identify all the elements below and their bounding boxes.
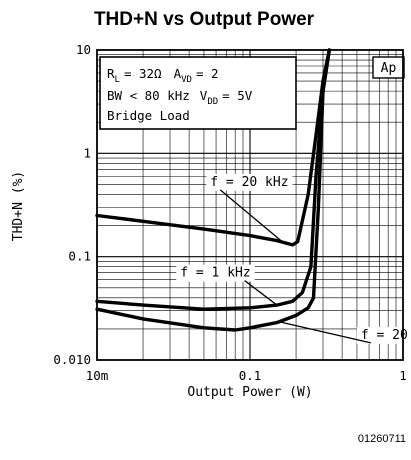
conditions-line-3: Bridge Load — [107, 108, 190, 123]
x-axis-label: Output Power (W) — [187, 385, 312, 400]
conditions-line-1: RL = 32Ω AVD = 2 — [107, 66, 219, 85]
plot-frame — [96, 49, 404, 361]
y-tick-label: 0.010 — [53, 352, 91, 367]
series-label-pointer — [244, 280, 278, 306]
conditions-box-frame — [99, 56, 297, 130]
rl-symbol: R — [107, 66, 115, 81]
avd-subscript: VD — [181, 75, 192, 85]
series-line — [95, 48, 331, 332]
ap-badge-text: Ap — [381, 61, 397, 76]
avd-value: = 2 — [196, 66, 219, 81]
conditions-box: RL = 32Ω AVD = 2 BW < 80 kHz VDD = 5V Bridge … — [99, 56, 297, 130]
vdd-symbol: V — [200, 88, 208, 103]
series-line — [95, 48, 331, 311]
y-tick-label: 0.1 — [68, 249, 91, 264]
figure-code: 01260711 — [358, 433, 406, 445]
bw-value: BW < 80 kHz — [107, 88, 190, 103]
series-label: f = 1 kHz — [180, 266, 250, 281]
ap-badge-frame — [372, 56, 405, 79]
avd-symbol: A — [174, 66, 182, 81]
tick-labels: 10m 0.1 1 10 1 0.1 0.010 — [53, 42, 406, 383]
series-label-pointer — [281, 321, 371, 344]
y-axis-label: THD+N (%) — [11, 171, 26, 241]
vdd-subscript: DD — [207, 97, 218, 107]
series-label-background — [206, 173, 293, 191]
series-label-pointer — [219, 189, 282, 242]
series-label: f = 20 Hz — [361, 328, 411, 343]
curves — [95, 48, 331, 332]
y-tick-label: 10 — [76, 42, 91, 57]
vdd-value: = 5V — [222, 88, 253, 103]
curve-labels: f = 20 kHz f = 1 kHz f = 20 Hz — [176, 173, 411, 344]
rl-subscript: L — [115, 75, 120, 85]
series-label-background — [356, 326, 411, 344]
series-line — [95, 48, 331, 247]
series-label-background — [176, 264, 255, 282]
x-tick-label: 10m — [86, 368, 109, 383]
x-tick-label: 1 — [399, 368, 407, 383]
series-label: f = 20 kHz — [210, 175, 288, 190]
conditions-line-2: BW < 80 kHz VDD = 5V — [107, 88, 253, 107]
y-tick-label: 1 — [83, 145, 91, 160]
x-tick-label: 0.1 — [239, 368, 262, 383]
chart-title: THD+N vs Output Power — [94, 9, 315, 30]
ap-badge: Ap — [372, 56, 405, 79]
rl-value: = 32Ω — [124, 66, 162, 81]
